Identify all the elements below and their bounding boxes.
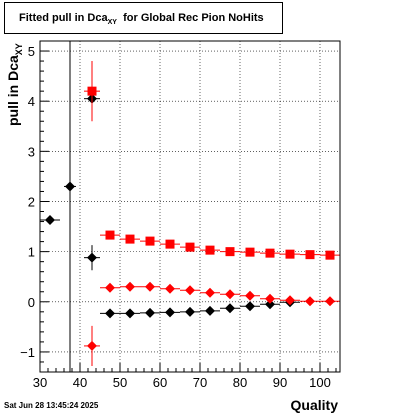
timestamp-footer: Sat Jun 28 13:45:24 2025	[4, 401, 99, 410]
x-axis-label: Quality	[291, 397, 339, 413]
data-point-diamond	[265, 299, 275, 310]
y-axis-label-subscript: XY	[14, 43, 24, 55]
data-point-square	[285, 249, 295, 259]
plot-frame	[39, 40, 341, 373]
data-point-diamond	[145, 281, 155, 292]
data-point-diamond	[45, 215, 55, 226]
y-tick-label: 3	[28, 144, 35, 159]
data-point-diamond	[165, 283, 175, 294]
data-point-square	[245, 247, 255, 257]
series-2	[84, 281, 340, 366]
data-point-square	[325, 250, 335, 260]
x-tick-label: 50	[113, 375, 127, 390]
y-tick-label: 2	[28, 194, 35, 209]
data-series	[40, 41, 340, 372]
y-tick-label: 0	[28, 295, 35, 310]
grid	[40, 41, 340, 372]
data-point-diamond	[87, 252, 97, 263]
chart-title: Fitted pull in DcaXY for Global Rec Pion…	[19, 12, 264, 26]
data-point-square	[145, 236, 155, 246]
data-point-diamond	[325, 296, 335, 307]
chart-title-suffix: for Global Rec Pion NoHits	[123, 12, 264, 24]
data-point-diamond	[87, 340, 97, 351]
data-point-square	[265, 248, 275, 258]
x-tick-label: 100	[309, 375, 331, 390]
data-point-diamond	[265, 293, 275, 304]
y-axis-label: pull in DcaXY	[5, 43, 24, 126]
y-tick-label: −1	[20, 345, 35, 360]
data-point-diamond	[165, 307, 175, 318]
data-point-diamond	[225, 289, 235, 300]
data-point-diamond	[225, 303, 235, 314]
data-point-diamond	[185, 285, 195, 296]
data-point-diamond	[245, 301, 255, 312]
x-tick-label: 90	[273, 375, 287, 390]
data-point-diamond	[185, 306, 195, 317]
data-point-diamond	[205, 305, 215, 316]
chart-title-main: Fitted pull in Dca	[19, 12, 108, 24]
data-point-square	[125, 234, 135, 244]
data-point-square	[105, 230, 115, 240]
series-1	[84, 61, 340, 260]
x-tick-label: 70	[193, 375, 207, 390]
data-point-diamond	[105, 282, 115, 293]
data-point-square	[185, 242, 195, 252]
axis-ticks: 30 40 50 60 70 80 90 100 −1 0 1 2 3 4 5	[20, 44, 337, 390]
series-0	[40, 41, 300, 372]
y-tick-label: 1	[28, 245, 35, 260]
x-tick-label: 60	[153, 375, 167, 390]
data-point-square	[225, 247, 235, 257]
data-point-square	[165, 239, 175, 249]
x-tick-label: 40	[73, 375, 87, 390]
data-point-diamond	[305, 296, 315, 307]
data-point-diamond	[65, 181, 75, 192]
y-tick-label: 4	[28, 94, 35, 109]
data-point-square	[205, 245, 215, 255]
y-tick-label: 5	[28, 44, 35, 59]
data-point-diamond	[245, 290, 255, 301]
y-axis-label-main: pull in Dca	[5, 55, 21, 126]
data-point-diamond	[125, 308, 135, 319]
x-tick-label: 30	[33, 375, 47, 390]
data-point-diamond	[125, 281, 135, 292]
data-point-diamond	[145, 307, 155, 318]
data-point-diamond	[205, 287, 215, 298]
data-point-square	[87, 86, 97, 96]
data-point-diamond	[105, 308, 115, 319]
x-tick-label: 80	[233, 375, 247, 390]
chart-title-subscript: XY	[107, 19, 117, 27]
data-point-square	[305, 250, 315, 260]
chart-title-box: Fitted pull in DcaXY for Global Rec Pion…	[4, 2, 283, 34]
data-point-diamond	[285, 295, 295, 306]
